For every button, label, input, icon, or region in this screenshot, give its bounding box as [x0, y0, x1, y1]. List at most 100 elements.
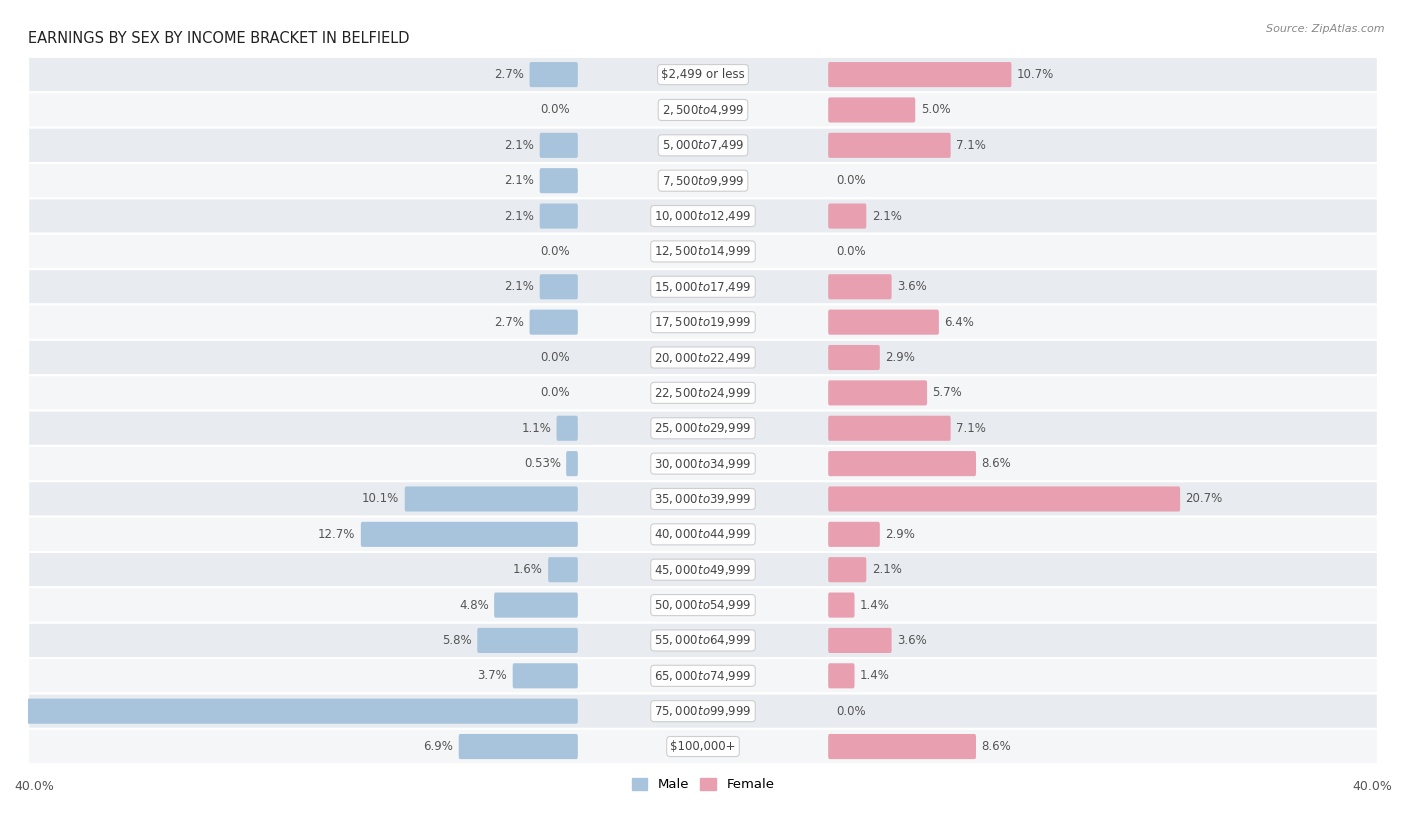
FancyBboxPatch shape	[828, 274, 891, 299]
Text: $2,499 or less: $2,499 or less	[661, 68, 745, 81]
Text: 7.1%: 7.1%	[956, 422, 986, 435]
FancyBboxPatch shape	[540, 203, 578, 228]
Text: 0.0%: 0.0%	[540, 103, 569, 116]
Text: $100,000+: $100,000+	[671, 740, 735, 753]
Text: 7.1%: 7.1%	[956, 139, 986, 152]
Text: 5.8%: 5.8%	[443, 634, 472, 647]
FancyBboxPatch shape	[28, 587, 1378, 623]
Text: $30,000 to $34,999: $30,000 to $34,999	[654, 457, 752, 471]
FancyBboxPatch shape	[828, 628, 891, 653]
Text: 10.7%: 10.7%	[1017, 68, 1054, 81]
Text: $25,000 to $29,999: $25,000 to $29,999	[654, 421, 752, 435]
Text: 0.0%: 0.0%	[837, 174, 866, 187]
FancyBboxPatch shape	[361, 522, 578, 547]
Text: $12,500 to $14,999: $12,500 to $14,999	[654, 245, 752, 259]
FancyBboxPatch shape	[828, 734, 976, 759]
Text: $40,000 to $44,999: $40,000 to $44,999	[654, 528, 752, 541]
FancyBboxPatch shape	[28, 623, 1378, 659]
FancyBboxPatch shape	[828, 593, 855, 618]
Text: 1.1%: 1.1%	[522, 422, 551, 435]
Text: 0.0%: 0.0%	[540, 351, 569, 364]
Text: 6.4%: 6.4%	[945, 315, 974, 328]
Text: 1.4%: 1.4%	[860, 598, 890, 611]
Text: 2.7%: 2.7%	[495, 315, 524, 328]
FancyBboxPatch shape	[828, 310, 939, 335]
FancyBboxPatch shape	[28, 375, 1378, 411]
FancyBboxPatch shape	[828, 345, 880, 370]
Text: 3.6%: 3.6%	[897, 280, 927, 293]
FancyBboxPatch shape	[828, 203, 866, 228]
Text: 4.8%: 4.8%	[458, 598, 489, 611]
Text: 6.9%: 6.9%	[423, 740, 453, 753]
FancyBboxPatch shape	[28, 517, 1378, 552]
Text: 2.1%: 2.1%	[505, 174, 534, 187]
FancyBboxPatch shape	[540, 133, 578, 158]
Text: 0.0%: 0.0%	[837, 245, 866, 258]
FancyBboxPatch shape	[28, 304, 1378, 340]
Text: $7,500 to $9,999: $7,500 to $9,999	[662, 174, 744, 188]
Text: 0.0%: 0.0%	[540, 245, 569, 258]
Text: 0.53%: 0.53%	[524, 457, 561, 470]
FancyBboxPatch shape	[548, 557, 578, 582]
Text: $15,000 to $17,499: $15,000 to $17,499	[654, 280, 752, 293]
FancyBboxPatch shape	[28, 57, 1378, 92]
Text: 2.1%: 2.1%	[505, 139, 534, 152]
Text: $45,000 to $49,999: $45,000 to $49,999	[654, 563, 752, 576]
FancyBboxPatch shape	[28, 269, 1378, 304]
FancyBboxPatch shape	[0, 698, 578, 724]
Text: 40.0%: 40.0%	[14, 780, 53, 793]
Text: Source: ZipAtlas.com: Source: ZipAtlas.com	[1267, 24, 1385, 34]
Text: 5.0%: 5.0%	[921, 103, 950, 116]
Text: $2,500 to $4,999: $2,500 to $4,999	[662, 103, 744, 117]
Text: $65,000 to $74,999: $65,000 to $74,999	[654, 669, 752, 683]
FancyBboxPatch shape	[530, 310, 578, 335]
Text: $35,000 to $39,999: $35,000 to $39,999	[654, 492, 752, 506]
FancyBboxPatch shape	[28, 128, 1378, 163]
FancyBboxPatch shape	[828, 98, 915, 123]
FancyBboxPatch shape	[828, 557, 866, 582]
Text: 2.9%: 2.9%	[886, 528, 915, 541]
Text: 8.6%: 8.6%	[981, 457, 1011, 470]
Legend: Male, Female: Male, Female	[626, 772, 780, 797]
FancyBboxPatch shape	[557, 415, 578, 441]
FancyBboxPatch shape	[828, 522, 880, 547]
FancyBboxPatch shape	[28, 693, 1378, 729]
FancyBboxPatch shape	[28, 340, 1378, 375]
FancyBboxPatch shape	[28, 481, 1378, 517]
FancyBboxPatch shape	[828, 451, 976, 476]
Text: $17,500 to $19,999: $17,500 to $19,999	[654, 315, 752, 329]
FancyBboxPatch shape	[28, 659, 1378, 693]
Text: $22,500 to $24,999: $22,500 to $24,999	[654, 386, 752, 400]
FancyBboxPatch shape	[28, 552, 1378, 587]
Text: 40.0%: 40.0%	[1353, 780, 1392, 793]
Text: 3.6%: 3.6%	[897, 634, 927, 647]
FancyBboxPatch shape	[28, 411, 1378, 446]
FancyBboxPatch shape	[458, 734, 578, 759]
FancyBboxPatch shape	[828, 380, 927, 406]
Text: $10,000 to $12,499: $10,000 to $12,499	[654, 209, 752, 223]
Text: 8.6%: 8.6%	[981, 740, 1011, 753]
Text: 10.1%: 10.1%	[363, 493, 399, 506]
FancyBboxPatch shape	[405, 486, 578, 511]
FancyBboxPatch shape	[540, 168, 578, 193]
FancyBboxPatch shape	[28, 446, 1378, 481]
FancyBboxPatch shape	[28, 163, 1378, 198]
Text: $20,000 to $22,499: $20,000 to $22,499	[654, 350, 752, 364]
FancyBboxPatch shape	[828, 133, 950, 158]
FancyBboxPatch shape	[513, 663, 578, 689]
Text: $55,000 to $64,999: $55,000 to $64,999	[654, 633, 752, 647]
FancyBboxPatch shape	[540, 274, 578, 299]
FancyBboxPatch shape	[828, 62, 1011, 87]
FancyBboxPatch shape	[494, 593, 578, 618]
Text: 2.1%: 2.1%	[872, 210, 901, 223]
Text: $75,000 to $99,999: $75,000 to $99,999	[654, 704, 752, 718]
FancyBboxPatch shape	[828, 486, 1180, 511]
Text: 2.1%: 2.1%	[505, 210, 534, 223]
FancyBboxPatch shape	[477, 628, 578, 653]
Text: 0.0%: 0.0%	[540, 386, 569, 399]
Text: 2.1%: 2.1%	[505, 280, 534, 293]
FancyBboxPatch shape	[530, 62, 578, 87]
Text: 12.7%: 12.7%	[318, 528, 356, 541]
FancyBboxPatch shape	[28, 198, 1378, 234]
Text: $5,000 to $7,499: $5,000 to $7,499	[662, 138, 744, 152]
